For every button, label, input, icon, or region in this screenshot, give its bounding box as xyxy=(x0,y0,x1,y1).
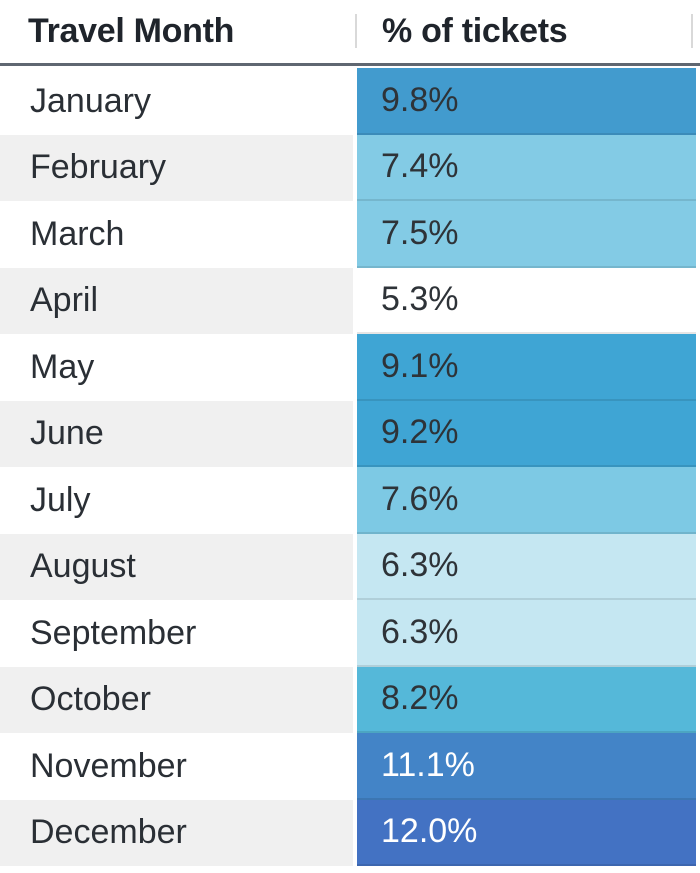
table-row-december: December 12.0% xyxy=(0,799,700,866)
pct-cell: 7.5% xyxy=(357,201,696,268)
column-header-pct-of-tickets: % of tickets xyxy=(382,12,568,50)
table-row-april: April 5.3% xyxy=(0,267,700,334)
month-cell: July xyxy=(0,467,353,534)
month-cell: August xyxy=(0,533,353,600)
pct-cell: 6.3% xyxy=(357,533,696,600)
month-cell: January xyxy=(0,68,353,135)
month-cell: September xyxy=(0,600,353,667)
month-cell: April xyxy=(0,267,353,334)
table-row-february: February 7.4% xyxy=(0,134,700,201)
month-cell: December xyxy=(0,799,353,866)
table-row-may: May 9.1% xyxy=(0,334,700,401)
pct-cell: 12.0% xyxy=(357,799,696,866)
table-row-march: March 7.5% xyxy=(0,201,700,268)
month-cell: October xyxy=(0,666,353,733)
table-row-january: January 9.8% xyxy=(0,68,700,135)
month-cell: June xyxy=(0,400,353,467)
table-row-october: October 8.2% xyxy=(0,666,700,733)
month-cell: November xyxy=(0,733,353,800)
pct-cell: 11.1% xyxy=(357,733,696,800)
month-cell: March xyxy=(0,201,353,268)
pct-cell: 9.8% xyxy=(357,68,696,135)
table-row-june: June 9.2% xyxy=(0,400,700,467)
pct-cell: 6.3% xyxy=(357,600,696,667)
table-header-row: Travel Month % of tickets xyxy=(0,0,700,66)
month-cell: May xyxy=(0,334,353,401)
column-divider-right xyxy=(691,14,693,48)
table-row-july: July 7.6% xyxy=(0,467,700,534)
table-body: January 9.8% February 7.4% March 7.5% Ap… xyxy=(0,68,700,866)
pct-cell: 7.4% xyxy=(357,134,696,201)
table-row-september: September 6.3% xyxy=(0,600,700,667)
table-row-november: November 11.1% xyxy=(0,733,700,800)
pct-cell: 9.2% xyxy=(357,400,696,467)
pct-cell: 8.2% xyxy=(357,666,696,733)
month-cell: February xyxy=(0,134,353,201)
pct-cell: 5.3% xyxy=(357,267,696,334)
pct-cell: 9.1% xyxy=(357,334,696,401)
table-row-august: August 6.3% xyxy=(0,533,700,600)
column-divider xyxy=(355,14,357,48)
column-header-travel-month: Travel Month xyxy=(28,12,235,50)
pct-cell: 7.6% xyxy=(357,467,696,534)
